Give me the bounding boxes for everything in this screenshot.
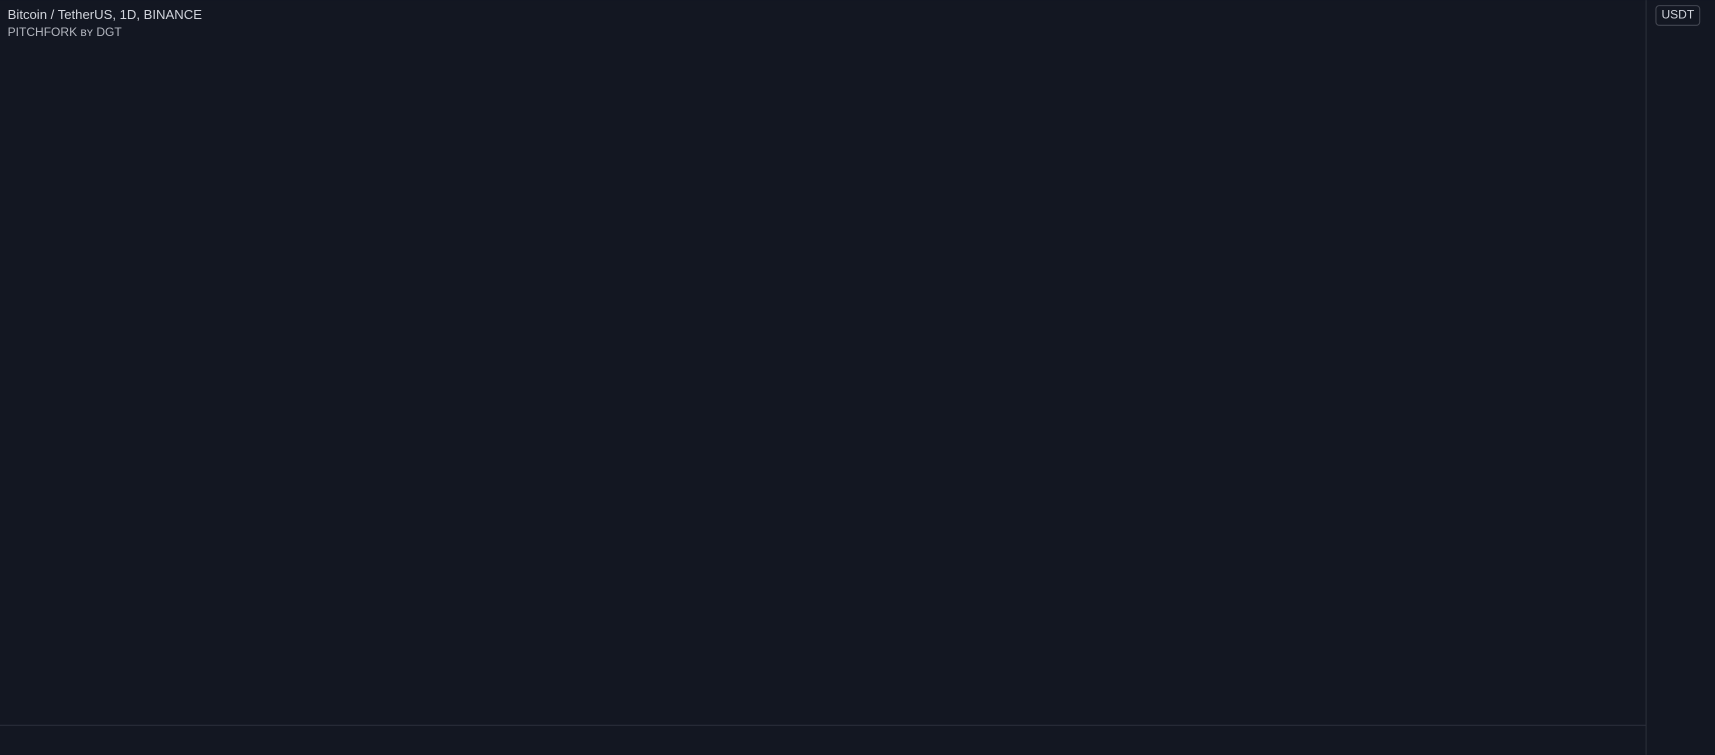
currency: USDT [1661,8,1694,22]
currency-box[interactable] [1655,5,1701,26]
chart-title: Bitcoin / TetherUS, 1D, BINANCE [8,7,203,22]
indicator-name: PITCHFORK ʙʏ DGT [8,25,123,39]
